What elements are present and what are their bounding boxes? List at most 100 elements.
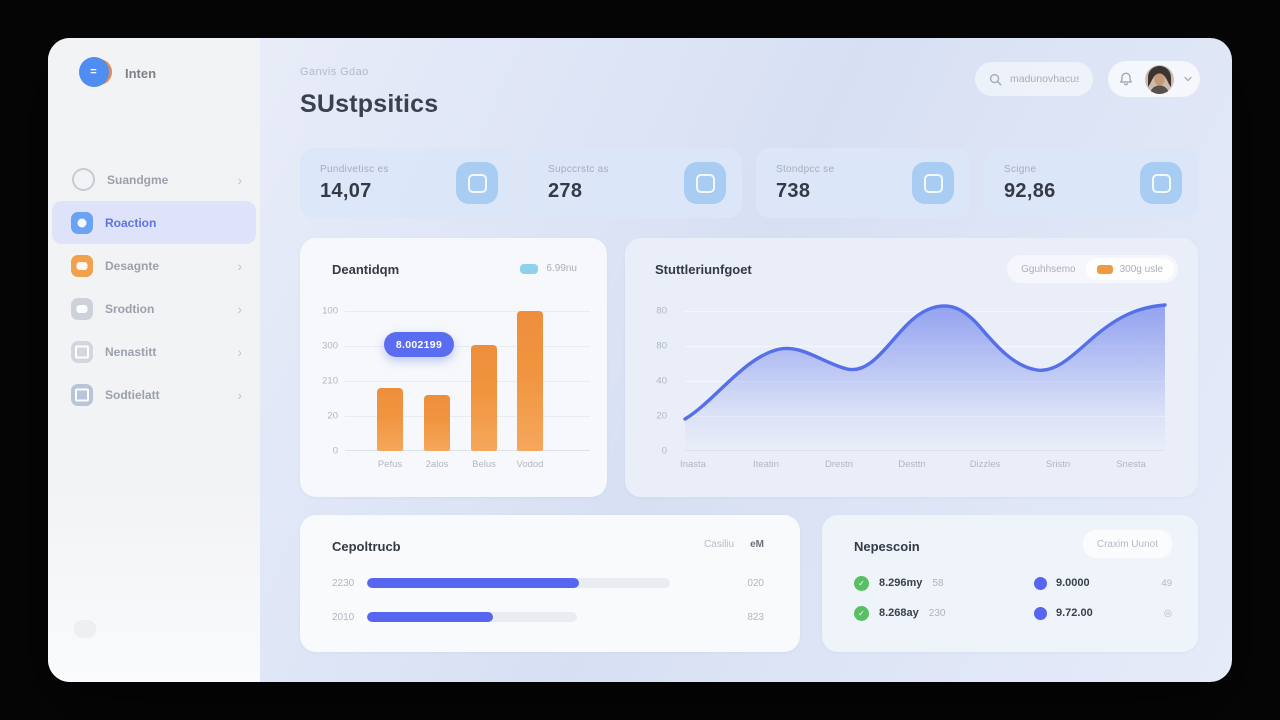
logo-icon: =: [79, 57, 112, 90]
settings-ghost-icon: [74, 620, 96, 638]
line-chart-card: Stuttleriunfgoet Gguhhsemo 300g usle 80 …: [625, 238, 1198, 497]
sidebar-item-sodtielatt[interactable]: Sodtielatt ›: [52, 373, 256, 416]
cart-icon: [684, 162, 726, 204]
bar-tooltip: 8.002199: [384, 332, 454, 357]
avatar[interactable]: [1144, 64, 1174, 94]
legend-item-active[interactable]: 300g usle: [1085, 258, 1174, 280]
breadcrumb: Ganvis Gdao: [300, 66, 369, 78]
list-item-amount: 9.0000: [1056, 577, 1090, 589]
page-title: SUstpsitics: [300, 90, 439, 118]
sidebar-footer: ···: [74, 620, 157, 638]
line-x-tick: Sristn: [1045, 459, 1071, 470]
stat-label: Supccrstc as: [548, 163, 609, 175]
legend-label: 300g usle: [1119, 263, 1163, 275]
bar-y-tick: 210: [322, 375, 338, 387]
progress-row: 2010 823: [332, 611, 764, 623]
sidebar-item-label: Nenastitt: [105, 344, 157, 359]
check-circle-icon: ✓: [854, 605, 869, 621]
legend-label: 6.99nu: [546, 263, 577, 274]
dot-icon: [1034, 606, 1047, 620]
message-icon: [71, 254, 93, 277]
chevron-right-icon: ›: [237, 343, 242, 360]
bar-chart-title: Deantidqm: [332, 262, 400, 277]
tab-em[interactable]: eM: [750, 539, 764, 550]
sidebar-item-roaction[interactable]: Roaction: [52, 201, 256, 244]
stat-card-orders[interactable]: Stondpcc se 738: [756, 148, 970, 218]
line-chart-title: Stuttleriunfgoet: [655, 262, 752, 277]
list-item-name: 8.296my: [879, 577, 923, 589]
target-icon: [71, 211, 93, 234]
progress-bar: [367, 612, 577, 622]
sidebar-item-nenastitt[interactable]: Nenastitt ›: [52, 330, 256, 373]
sidebar-item-label: Sodtielatt: [105, 387, 160, 402]
check-circle-icon: ✓: [854, 575, 869, 591]
bar-pefus: [377, 388, 403, 451]
bar-y-tick: 0: [332, 445, 338, 457]
tab-casiliu[interactable]: Casiliu: [704, 539, 735, 550]
progress-card-tabs: Casiliu eM: [704, 539, 764, 550]
progress-row: 2230 020: [332, 577, 764, 589]
stat-label: Stondpcc se: [776, 163, 835, 175]
bar-y-tick: 100: [322, 305, 338, 317]
bar-2alos: [424, 395, 450, 451]
sidebar-item-label: Roaction: [105, 215, 157, 230]
list-card: Nepescoin Craxim Uunot ✓ 8.296my 58 9.00…: [822, 515, 1198, 652]
bar-y-tick: 20: [327, 410, 338, 422]
list-card-title: Nepescoin: [854, 539, 920, 554]
line-x-tick: Dizzles: [969, 459, 1001, 470]
bar-x-tick: 2alos: [425, 459, 449, 470]
bar-chart-legend[interactable]: 6.99nu: [520, 263, 577, 274]
sidebar-item-label: Suandgme: [107, 172, 169, 187]
bar-plot-area: 8.002199: [345, 311, 590, 451]
line-y-tick: 80: [656, 340, 667, 352]
list-item-action-icon[interactable]: ◎: [1163, 607, 1172, 619]
sidebar-item-desagnte[interactable]: Desagnte ›: [52, 244, 256, 287]
stat-card-visits[interactable]: Pundivetisc es 14,07: [300, 148, 514, 218]
line-x-tick: Desttn: [898, 459, 926, 470]
stat-value: 738: [776, 179, 811, 202]
search-placeholder: madunovhacus: [1010, 73, 1079, 85]
sidebar-menu: Suandgme › Roaction Desagnte › Srodtion …: [48, 158, 260, 416]
logo[interactable]: = Inten: [79, 57, 156, 90]
sidebar-item-suandgme[interactable]: Suandgme ›: [52, 158, 256, 201]
line-chart-legend[interactable]: Gguhhsemo 300g usle: [1007, 255, 1178, 283]
list-item[interactable]: ✓ 8.268ay 230 9.72.00 ◎: [854, 604, 1172, 622]
search-input[interactable]: madunovhacus: [975, 62, 1093, 96]
chevron-right-icon: ›: [237, 386, 242, 403]
search-icon: [989, 73, 1002, 85]
list-item-count: 230: [928, 607, 946, 619]
chevron-right-icon: ›: [237, 257, 242, 274]
stat-label: Pundivetisc es: [320, 163, 389, 175]
progress-label: 2010: [332, 611, 355, 623]
coin-icon: [1140, 162, 1182, 204]
list-item-amount: 9.72.00: [1056, 607, 1093, 619]
list-item[interactable]: ✓ 8.296my 58 9.0000 49: [854, 574, 1172, 592]
lock-icon: [71, 297, 93, 320]
legend-swatch-icon: [520, 263, 539, 274]
list-card-filter-button[interactable]: Craxim Uunot: [1082, 530, 1172, 558]
progress-card-title: Cepoltrucb: [332, 539, 401, 554]
stat-card-success[interactable]: Supccrstc as 278: [528, 148, 742, 218]
chevron-right-icon: ›: [237, 171, 242, 188]
bar-x-tick: Pefus: [377, 459, 403, 470]
app-window: = Inten Suandgme › Roaction Desagnte › S…: [48, 38, 1232, 682]
line-y-tick: 80: [656, 305, 667, 317]
user-circle-icon: [72, 168, 95, 191]
list-item-meta: 49: [1161, 577, 1172, 589]
line-plot-area: [683, 303, 1167, 451]
legend-label: Gguhhsemo: [1021, 263, 1076, 275]
line-y-tick: 40: [656, 375, 667, 387]
progress-value: 020: [747, 577, 764, 589]
sidebar-item-label: Desagnte: [105, 258, 160, 273]
bar-x-tick: Vodod: [516, 459, 544, 470]
sidebar-item-srodtion[interactable]: Srodtion ›: [52, 287, 256, 330]
bar-chart-card: Deantidqm 6.99nu 100 300 210 20 0 8.0021…: [300, 238, 607, 497]
stat-card-score[interactable]: Scigne 92,86: [984, 148, 1198, 218]
bar-belus: [471, 344, 497, 451]
stat-value: 14,07: [320, 179, 372, 202]
user-menu[interactable]: [1108, 61, 1200, 97]
line-series: [683, 303, 1167, 451]
line-x-tick: Iteatin: [753, 459, 779, 470]
legend-swatch-icon: [1096, 264, 1113, 274]
progress-bar: [367, 578, 670, 588]
